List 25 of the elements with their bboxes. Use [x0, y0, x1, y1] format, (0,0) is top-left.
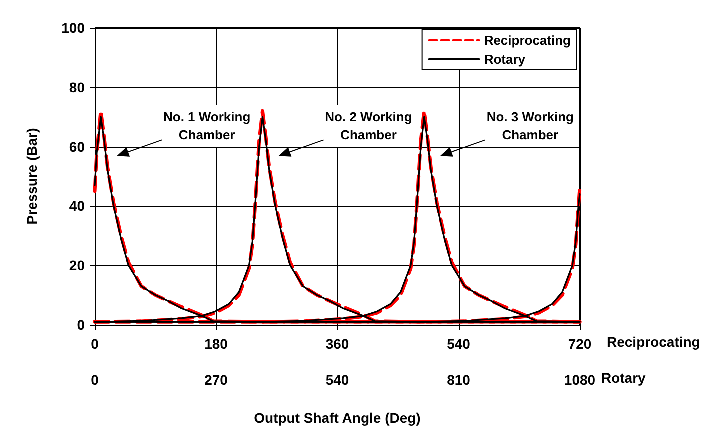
y-tick-label: 60: [69, 138, 86, 155]
legend-label: Reciprocating: [484, 33, 572, 48]
x-tick-label: 360: [326, 336, 350, 352]
x-tick-label: 540: [447, 336, 471, 352]
y-tick-label: 0: [77, 317, 86, 333]
annotation: No. 1 Working Chamber: [163, 110, 251, 143]
x2-tick-label: 810: [447, 372, 471, 388]
annotation: No. 2 Working Chamber: [325, 110, 412, 143]
y-tick-label: 100: [62, 20, 86, 36]
annotation: No. 3 Working Chamber: [486, 110, 574, 143]
x2-axis-title: Rotary: [601, 370, 646, 386]
x-axis-title: Output Shaft Angle (Deg): [254, 410, 421, 426]
x2-tick-label: 1080: [564, 372, 596, 388]
x2-tick-label: 540: [326, 372, 350, 388]
x-tick-label: 0: [91, 336, 100, 352]
x-tick-label: 720: [568, 336, 592, 352]
y-tick-label: 20: [69, 258, 86, 274]
x2-tick-label: 270: [204, 372, 228, 388]
x2-tick-label: 0: [91, 372, 100, 388]
x-tick-label: 180: [204, 336, 228, 352]
text: Reciprocating: [607, 334, 700, 350]
legend-label: Rotary: [484, 52, 526, 67]
y-axis-title: Pressure (Bar): [24, 128, 40, 225]
y-tick-label: 40: [69, 198, 86, 214]
y-tick-label: 80: [69, 79, 86, 96]
